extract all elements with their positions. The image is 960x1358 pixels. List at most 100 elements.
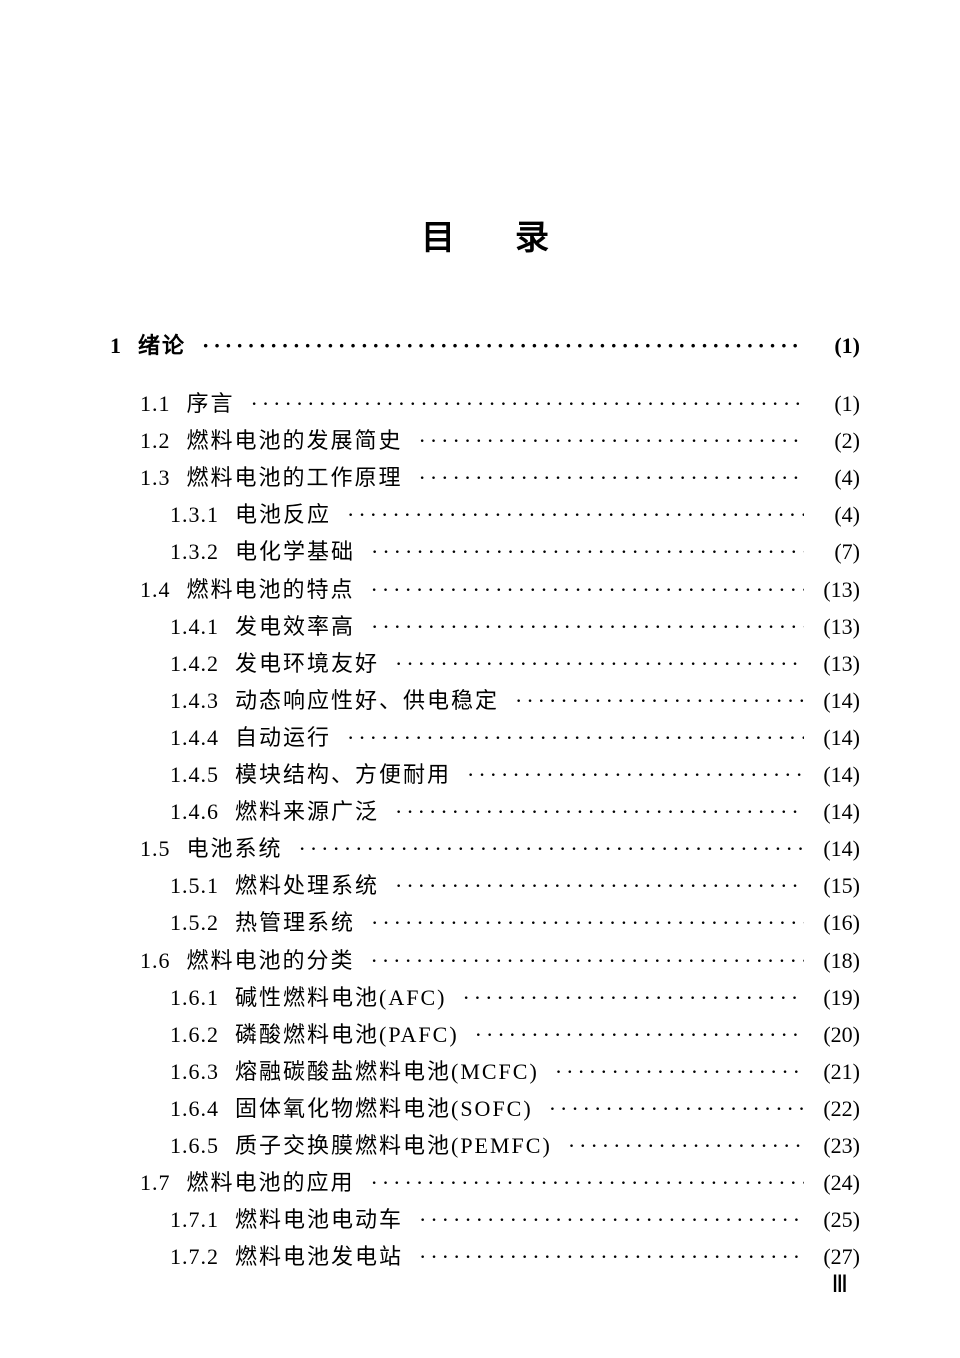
toc-entry-page: (14) [804,684,860,718]
toc-entry-number: 1.6.5 [170,1129,219,1163]
toc-dot-leader: ········································… [341,721,804,755]
toc-entry-page: (13) [804,647,860,681]
toc-entry-label: 自动运行 [235,721,331,755]
toc-entry-page: (22) [804,1092,860,1126]
toc-entry-label: 燃料来源广泛 [235,795,379,829]
toc-row: 1.4.2 发电环境友好 ·····························… [110,647,860,681]
page-number-footer: Ⅲ [831,1270,848,1299]
toc-row: 1.4.5 模块结构、方便耐用 ··························… [110,758,860,792]
toc-entry-page: (13) [804,573,860,607]
toc-entry-number: 1.4.4 [170,721,219,755]
toc-entry-number: 1.2 [140,424,171,458]
toc-entry-label: 质子交换膜燃料电池(PEMFC) [235,1129,552,1163]
toc-entry-page: (25) [804,1203,860,1237]
toc-dot-leader: ········································… [389,869,804,903]
toc-entry-label: 燃料电池的分类 [187,944,355,978]
toc-dot-leader: ········································… [365,906,804,940]
toc-row: 1.6.4固体氧化物燃料电池(SOFC)····················… [110,1092,860,1126]
toc-entry-page: (23) [804,1129,860,1163]
toc-entry-number: 1.7.2 [170,1240,219,1274]
toc-entry-label: 动态响应性好、供电稳定 [235,684,499,718]
toc-entry-label: 磷酸燃料电池(PAFC) [235,1018,459,1052]
toc-entry-number: 1.6 [140,944,171,978]
toc-entry-label: 熔融碳酸盐燃料电池(MCFC) [235,1055,539,1089]
toc-entry-number: 1.3 [140,461,171,495]
toc-entry-page: (14) [804,832,860,866]
toc-dot-leader: ········································… [365,610,804,644]
toc-entry-label: 燃料电池的应用 [187,1166,355,1200]
toc-entry-label: 燃料电池电动车 [235,1203,403,1237]
toc-entry-label: 绪论 [138,329,186,363]
toc-dot-leader: ········································… [196,329,804,363]
toc-entry-page: (13) [804,610,860,644]
toc-entry-label: 燃料电池发电站 [235,1240,403,1274]
toc-page: 目录 1绪论··································… [0,0,960,1337]
toc-dot-leader: ········································… [365,573,804,607]
toc-entry-label: 燃料电池的特点 [187,573,355,607]
toc-dot-leader: ········································… [245,387,804,421]
toc-row: 1.4.6 燃料来源广泛 ·····························… [110,795,860,829]
toc-row: 1.6.3 熔融碳酸盐燃料电池(MCFC) ····················… [110,1055,860,1089]
toc-entry-number: 1.7.1 [170,1203,219,1237]
toc-row: 1.7.1燃料电池电动车····························… [110,1203,860,1237]
toc-entry-page: (20) [804,1018,860,1052]
toc-entry-label: 发电环境友好 [235,647,379,681]
toc-dot-leader: ········································… [365,1166,804,1200]
toc-row: 1.7 燃料电池的应用 ······························… [110,1166,860,1200]
toc-row: 1.3.2 电化学基础 ······························… [110,535,860,569]
toc-entry-label: 碱性燃料电池(AFC) [235,981,446,1015]
toc-entry-number: 1.6.2 [170,1018,219,1052]
toc-entry-label: 模块结构、方便耐用 [235,758,451,792]
toc-entry-number: 1.4.5 [170,758,219,792]
toc-dot-leader: ········································… [389,795,804,829]
toc-entry-number: 1.3.2 [170,535,219,569]
toc-row: 1.6.1 碱性燃料电池(AFC) ························… [110,981,860,1015]
toc-entry-page: (19) [804,981,860,1015]
toc-entry-number: 1.4 [140,573,171,607]
toc-dot-leader: ········································… [341,498,804,532]
toc-title: 目录 [110,210,860,259]
toc-entry-number: 1.6.3 [170,1055,219,1089]
toc-entry-number: 1.4.2 [170,647,219,681]
toc-entry-page: (4) [804,498,860,532]
toc-dot-leader: ········································… [365,944,804,978]
toc-dot-leader: ········································… [549,1055,804,1089]
toc-entry-page: (7) [804,535,860,569]
toc-row: 1.2燃料电池的发展简史····························… [110,424,860,458]
toc-entry-label: 电化学基础 [235,535,355,569]
toc-entry-label: 热管理系统 [235,906,355,940]
toc-entry-page: (2) [804,424,860,458]
toc-row: 1.4 燃料电池的特点 ······························… [110,573,860,607]
toc-entry-number: 1.7 [140,1166,171,1200]
toc-row: 1.6.5质子交换膜燃料电池(PEMFC)···················… [110,1129,860,1163]
toc-dot-leader: ········································… [413,461,804,495]
toc-entry-page: (16) [804,906,860,940]
toc-row: 1.5.1 燃料处理系统 ·····························… [110,869,860,903]
toc-entry-page: (4) [804,461,860,495]
toc-entry-page: (14) [804,758,860,792]
toc-entry-number: 1.4.6 [170,795,219,829]
toc-entry-label: 燃料处理系统 [235,869,379,903]
toc-dot-leader: ········································… [469,1018,804,1052]
toc-row: 1.5电池系统·································… [110,832,860,866]
toc-dot-leader: ········································… [413,1240,804,1274]
toc-dot-leader: ········································… [365,535,804,569]
toc-row: 1.7.2 燃料电池发电站 ····························… [110,1240,860,1274]
toc-entry-label: 序言 [187,387,235,421]
toc-row: 1绪论·····································… [110,329,860,363]
toc-dot-leader: ········································… [293,832,804,866]
toc-entry-number: 1.4.3 [170,684,219,718]
toc-entry-page: (18) [804,944,860,978]
toc-dot-leader: ········································… [389,647,804,681]
toc-entry-number: 1.5 [140,832,171,866]
toc-row: 1.3.1电池反应·······························… [110,498,860,532]
toc-row: 1.6.2 磷酸燃料电池(PAFC) ·······················… [110,1018,860,1052]
toc-entry-number: 1.6.1 [170,981,219,1015]
toc-dot-leader: ········································… [456,981,804,1015]
toc-row: 1.3燃料电池的工作原理····························… [110,461,860,495]
toc-dot-leader: ········································… [413,424,804,458]
toc-entry-page: (1) [804,329,860,363]
toc-dot-leader: ········································… [461,758,804,792]
toc-entry-number: 1.5.1 [170,869,219,903]
toc-row: 1.6 燃料电池的分类 ······························… [110,944,860,978]
